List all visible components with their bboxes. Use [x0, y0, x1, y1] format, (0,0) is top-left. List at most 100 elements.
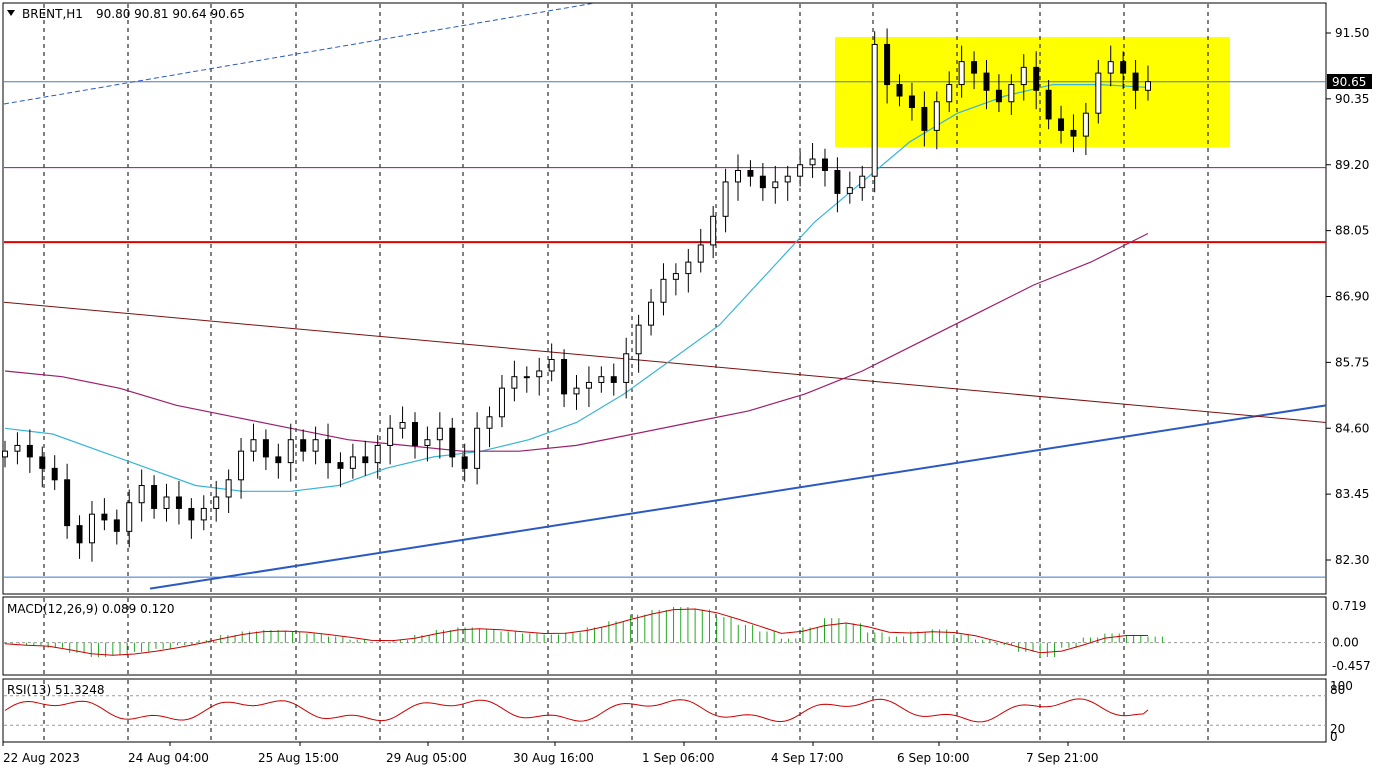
time-axis: 22 Aug 2023 24 Aug 04:00 25 Aug 15:00 29 Au… [2, 742, 1098, 765]
candle-body [238, 450, 245, 481]
candle-body [1107, 61, 1114, 74]
candle-body [39, 456, 46, 469]
candle-body [1020, 66, 1027, 86]
candle-body [138, 485, 145, 504]
rsi-tick-label: 80 [1330, 683, 1345, 697]
candle-body [710, 215, 717, 246]
candle-body [374, 444, 381, 464]
rsi-panel-frame [2, 678, 1327, 743]
candle-body [387, 427, 394, 446]
price-tick-label: 84.60 [1335, 421, 1369, 435]
candle-body [846, 187, 853, 194]
candle-body [995, 89, 1002, 103]
moving-averages [4, 83, 1149, 492]
candle-body [946, 84, 953, 103]
candle-body [225, 479, 232, 498]
candle-body [250, 439, 257, 452]
candle-body [821, 158, 828, 171]
candle-body [1058, 118, 1065, 131]
candle-body [436, 427, 443, 441]
price-tick-label: 88.05 [1335, 224, 1369, 238]
candle-body [933, 101, 940, 131]
candle-body [722, 181, 729, 217]
candle-body [51, 467, 58, 481]
candle-body [474, 427, 481, 469]
candle-body [262, 439, 269, 458]
falling-trend-line [3, 301, 1327, 424]
consolidation-zone [835, 37, 1230, 147]
candle-body [834, 169, 841, 194]
price-tick-label: 82.30 [1335, 553, 1369, 567]
ma-long-line [4, 232, 1149, 452]
candle-body [151, 485, 158, 509]
price-tick-label: 89.20 [1335, 158, 1369, 172]
candle-body [275, 456, 282, 464]
candle-body [523, 376, 530, 379]
candle-body [449, 427, 456, 458]
macd-series [4, 606, 1326, 657]
candle-body [1045, 89, 1052, 120]
price-tick-label: 83.45 [1335, 487, 1369, 501]
time-tick-label: 7 Sep 21:00 [1026, 751, 1098, 765]
candle-body [623, 353, 630, 383]
candle-body [486, 416, 493, 429]
candle-body [685, 261, 692, 275]
candle-body [64, 479, 71, 527]
candle-body [635, 324, 642, 355]
time-tick-label: 22 Aug 2023 [3, 751, 80, 765]
candle-body [163, 496, 170, 509]
macd-label: MACD(12,26,9) 0.089 0.120 [7, 602, 174, 616]
candle-body [859, 175, 866, 189]
candle-body [921, 106, 928, 131]
candle-body [411, 422, 418, 446]
time-tick-label: 24 Aug 04:00 [128, 751, 209, 765]
candle-body [561, 359, 568, 395]
price-tick-label: 90.35 [1335, 92, 1369, 106]
time-tick-label: 25 Aug 15:00 [258, 751, 339, 765]
candle-body [896, 84, 903, 97]
candle-body [76, 525, 83, 544]
candle-body [610, 376, 617, 383]
candle-body [772, 181, 779, 189]
time-tick-label: 6 Sep 10:00 [897, 751, 969, 765]
price-axis: 91.50 90.35 89.20 88.05 86.90 85.75 84.60 83.45… [1326, 26, 1369, 567]
candle-body [14, 444, 21, 452]
channel-line-dashed [3, 2, 596, 105]
rising-trend-line [149, 404, 1327, 590]
candle-body [213, 496, 220, 509]
time-tick-label: 4 Sep 17:00 [771, 751, 843, 765]
candle-body [498, 387, 505, 418]
candle-body [349, 456, 356, 469]
candle-body [362, 456, 369, 464]
macd-panel-frame [2, 596, 1327, 676]
rsi-tick-label: 100 [1330, 679, 1353, 693]
price-tick-label: 91.50 [1335, 26, 1369, 40]
candle-body [175, 496, 182, 509]
main-panel-frame [2, 2, 1327, 595]
candle-body [1132, 72, 1139, 91]
candle-body [511, 376, 518, 389]
candle-body [287, 439, 294, 464]
candle-body [88, 513, 95, 544]
candle-body [424, 439, 431, 446]
candle-body [759, 175, 766, 189]
macd-tick-label: 0.00 [1332, 636, 1359, 650]
candle-body [648, 301, 655, 326]
candle-body [101, 513, 108, 521]
candle-body [784, 175, 791, 183]
candle-body [300, 439, 307, 452]
candle-body [735, 169, 742, 183]
candle-body [200, 507, 207, 521]
candle-body [461, 456, 468, 469]
macd-signal-line [4, 608, 1148, 656]
collapse-triangle-icon[interactable] [7, 10, 15, 16]
macd-axis: 0.719 0.00 -0.457 [1332, 599, 1371, 673]
candle-body [672, 273, 679, 280]
candle-body [1008, 84, 1015, 103]
candle-body [971, 61, 978, 74]
candle-body [908, 95, 915, 108]
rsi-tick-label: 20 [1330, 722, 1345, 736]
candle-body [1095, 72, 1102, 114]
price-tick-label: 86.90 [1335, 290, 1369, 304]
